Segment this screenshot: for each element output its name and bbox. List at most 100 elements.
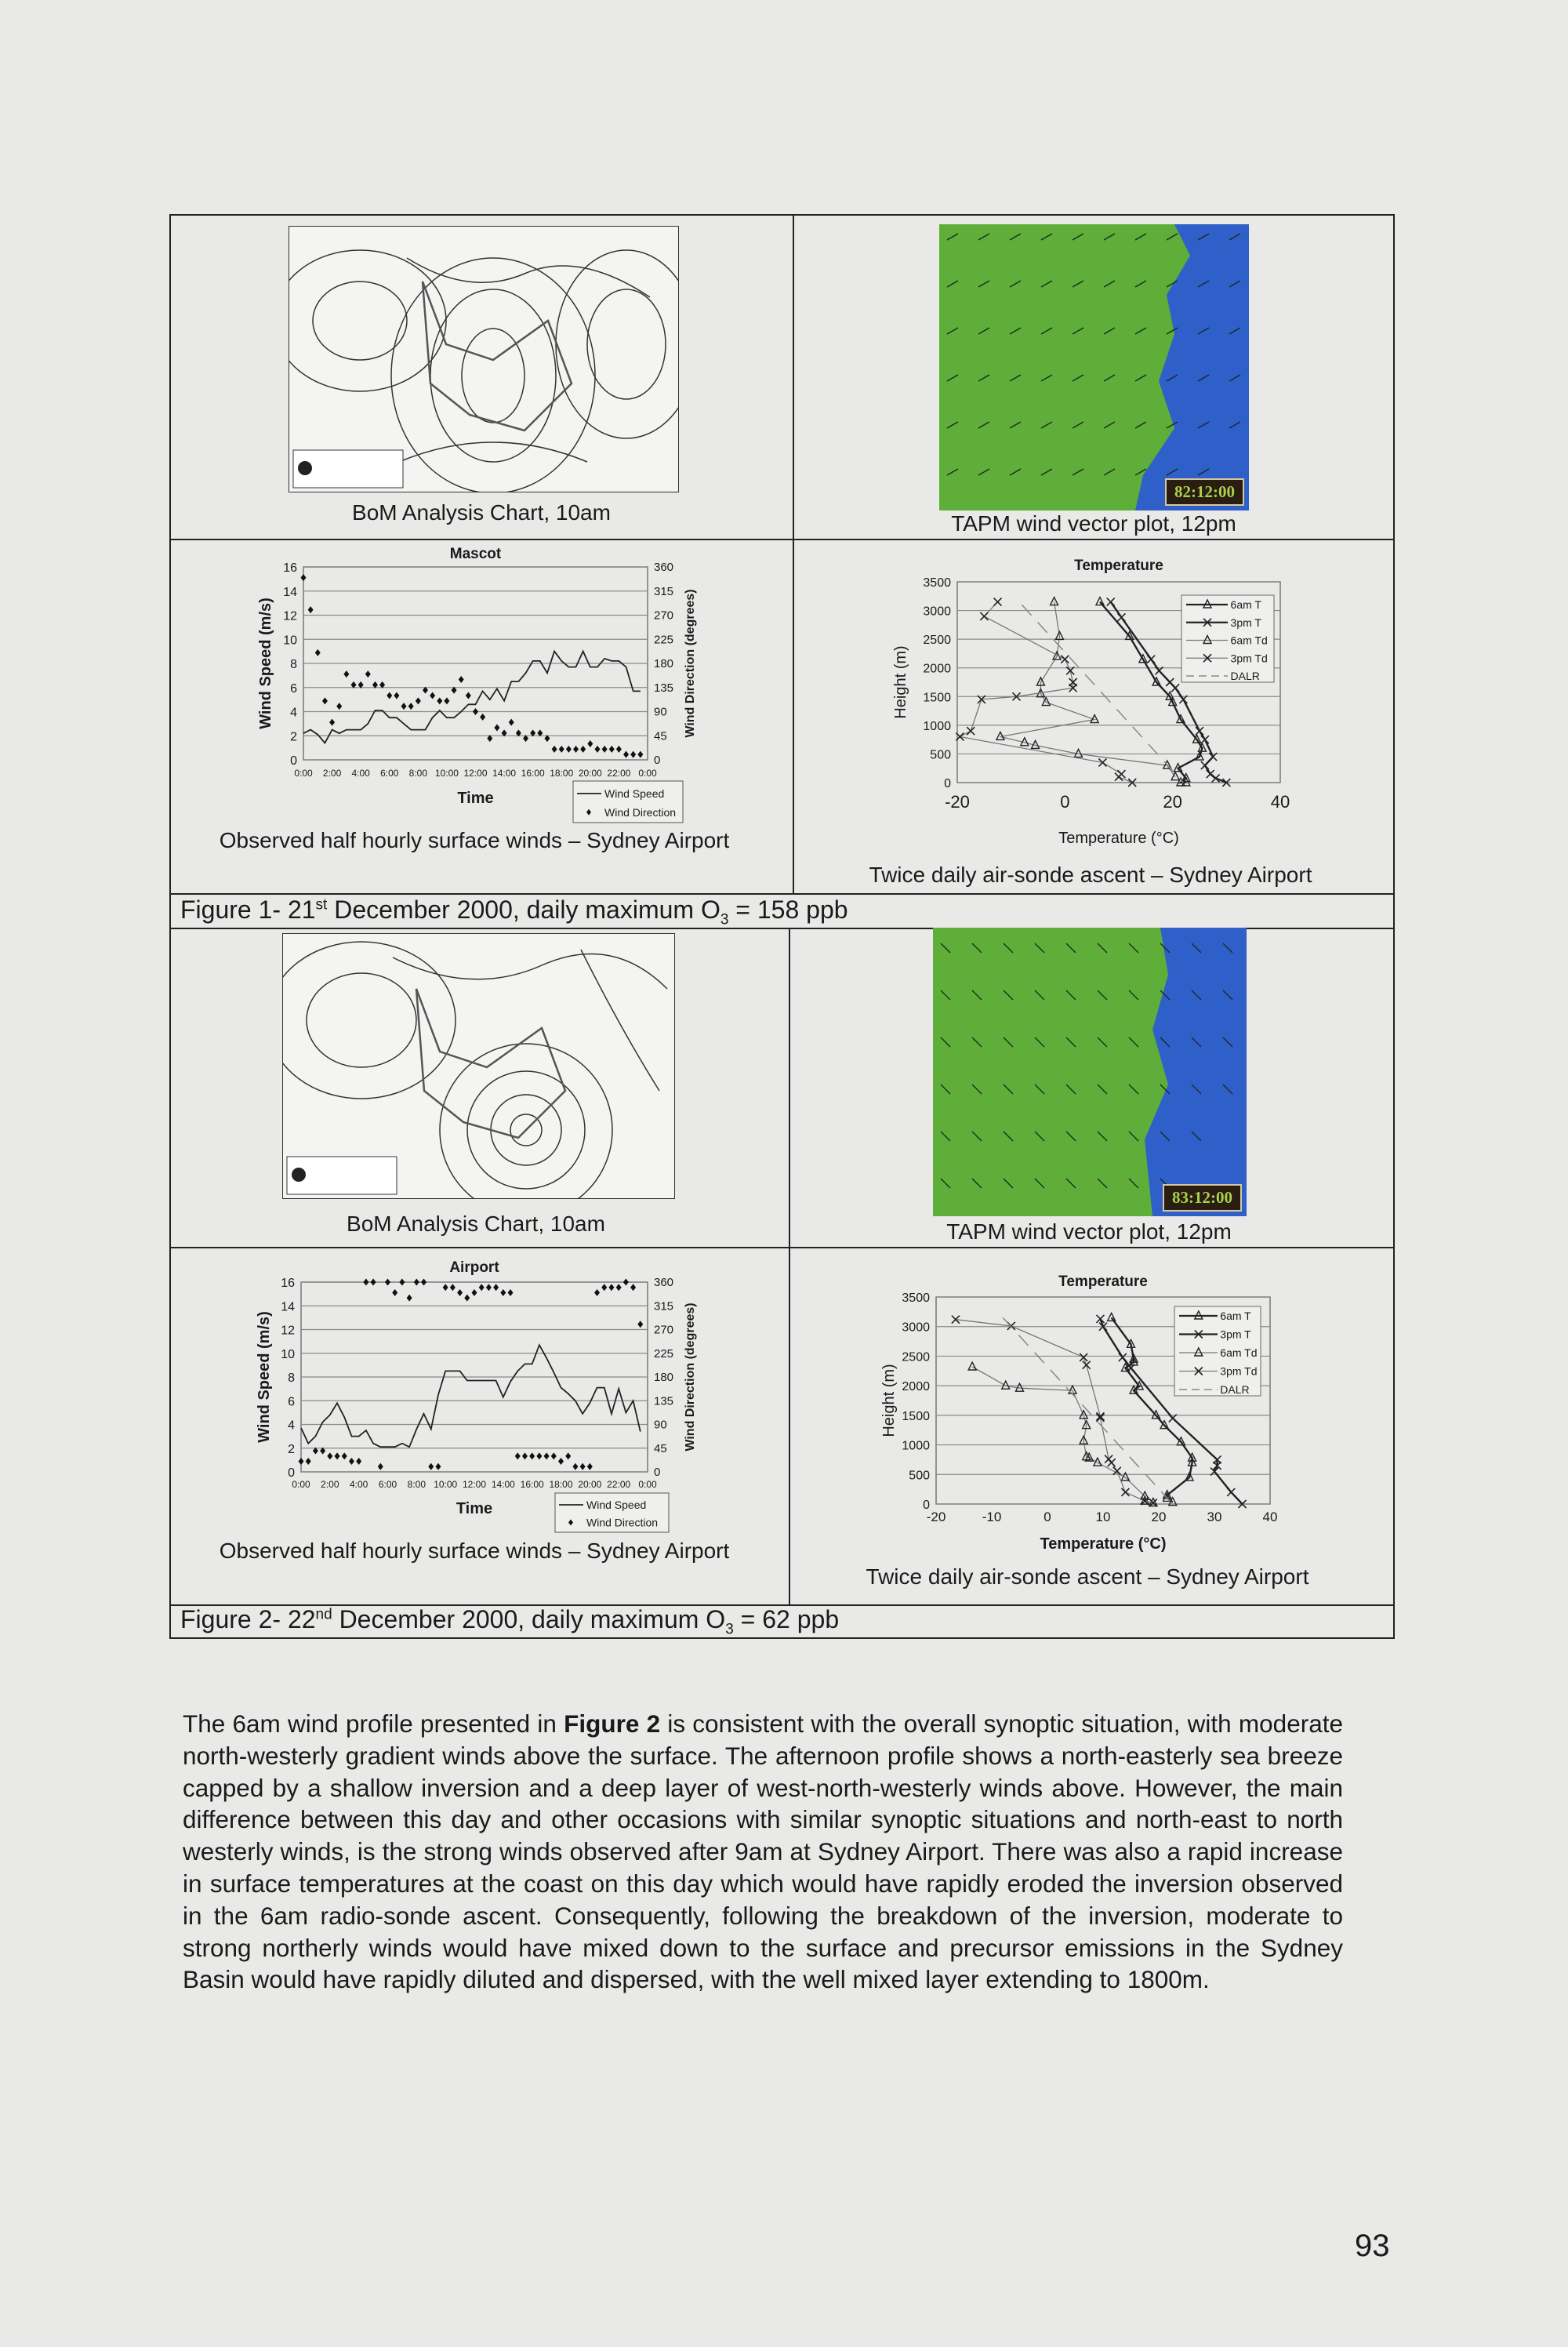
chart-title: Temperature bbox=[1058, 1273, 1148, 1290]
wind-direction-point bbox=[401, 703, 407, 710]
wind-direction-point bbox=[601, 745, 608, 753]
data-point bbox=[966, 726, 975, 736]
data-point bbox=[1208, 752, 1218, 761]
wind-direction-point bbox=[358, 681, 364, 688]
y-tick-label: 14 bbox=[283, 586, 297, 599]
caption-sup: st bbox=[315, 896, 328, 914]
caption-text: Figure 2- 22 bbox=[180, 1605, 316, 1633]
wind-direction-point bbox=[372, 681, 378, 688]
wind-direction-point bbox=[580, 745, 586, 753]
data-point bbox=[1011, 692, 1022, 701]
sonde-caption: Twice daily air-sonde ascent – Sydney Ai… bbox=[866, 1564, 1309, 1589]
x-tick-label: 14:00 bbox=[492, 768, 516, 779]
wind-direction-point bbox=[451, 686, 457, 694]
legend-label: DALR bbox=[1231, 670, 1260, 682]
wind-direction-point bbox=[363, 1278, 369, 1286]
page-number: 93 bbox=[1355, 2229, 1390, 2263]
wind-direction-point bbox=[507, 1288, 514, 1296]
y-axis-title: Wind Speed (m/s) bbox=[257, 598, 274, 729]
x-tick-label: 6:00 bbox=[379, 1479, 397, 1490]
legend-marker bbox=[1193, 1346, 1203, 1357]
y-tick-label: 10 bbox=[281, 1348, 295, 1361]
y2-tick-label: 270 bbox=[654, 609, 673, 623]
data-point bbox=[1200, 735, 1210, 744]
x-tick-label: 30 bbox=[1207, 1510, 1222, 1524]
data-point bbox=[1194, 750, 1205, 761]
y2-tick-label: 180 bbox=[654, 1371, 673, 1384]
y2-tick-label: 315 bbox=[654, 585, 673, 598]
wind-direction-point bbox=[320, 1447, 326, 1455]
wind-direction-point bbox=[465, 692, 471, 699]
data-point bbox=[967, 1361, 978, 1371]
data-point bbox=[1030, 739, 1040, 750]
wind-direction-point bbox=[487, 735, 493, 743]
y-tick-label: 6 bbox=[288, 1395, 295, 1408]
data-point bbox=[1149, 1498, 1158, 1508]
y-tick-label: 2 bbox=[290, 730, 297, 743]
legend-marker bbox=[1194, 1329, 1203, 1339]
data-point bbox=[993, 598, 1003, 607]
data-point bbox=[1095, 1413, 1105, 1422]
data-point bbox=[1124, 630, 1134, 641]
y-tick-label: 1000 bbox=[923, 720, 951, 733]
bom-analysis-chart-image bbox=[282, 933, 675, 1199]
y2-tick-label: 225 bbox=[654, 1347, 673, 1361]
y-tick-label: 1000 bbox=[902, 1440, 930, 1453]
y-tick-label: 2500 bbox=[902, 1350, 930, 1364]
caption-text: = 62 ppb bbox=[733, 1605, 840, 1633]
data-point bbox=[1154, 666, 1164, 675]
series-line-6am-t bbox=[1110, 1317, 1193, 1503]
wind-direction-point bbox=[341, 1452, 347, 1460]
model-timestamp: 83:12:00 bbox=[1163, 1184, 1242, 1212]
legend-label: 6am T bbox=[1231, 598, 1262, 611]
x-tick-label: 8:00 bbox=[408, 1479, 426, 1490]
legend-marker bbox=[1193, 1310, 1203, 1320]
data-point bbox=[1092, 1456, 1103, 1466]
data-point bbox=[1167, 1496, 1178, 1506]
y-axis-title: Wind Speed (m/s) bbox=[256, 1311, 273, 1443]
x-tick-label: 0:00 bbox=[638, 768, 657, 779]
wind-direction-point bbox=[314, 649, 321, 656]
data-point bbox=[1138, 653, 1149, 663]
data-point bbox=[1187, 1451, 1197, 1462]
x-axis-title: Temperature (°C) bbox=[1040, 1535, 1167, 1553]
wind-direction-point bbox=[336, 703, 343, 710]
data-point bbox=[1176, 1436, 1186, 1446]
wind-direction-point bbox=[385, 1278, 390, 1286]
data-point bbox=[1181, 772, 1191, 783]
y-tick-label: 1500 bbox=[923, 691, 951, 704]
data-point bbox=[1226, 1488, 1236, 1497]
x-tick-label: 20 bbox=[1163, 792, 1181, 812]
y-tick-label: 1500 bbox=[902, 1410, 930, 1423]
data-point bbox=[1014, 1382, 1025, 1392]
data-point bbox=[1000, 1379, 1011, 1390]
y2-tick-label: 180 bbox=[654, 657, 673, 670]
wind-direction-point bbox=[449, 1284, 456, 1292]
data-point bbox=[1195, 726, 1204, 736]
wind-direction-point bbox=[377, 1462, 383, 1470]
wind-direction-point bbox=[537, 729, 543, 737]
legend-box bbox=[572, 780, 684, 823]
y2-axis-title: Wind Direction (degrees) bbox=[684, 589, 697, 737]
y2-tick-label: 90 bbox=[654, 1419, 667, 1432]
wind-direction-point bbox=[594, 745, 601, 753]
wind-direction-point bbox=[394, 692, 400, 699]
data-point bbox=[1181, 776, 1191, 787]
y-tick-label: 3500 bbox=[902, 1292, 930, 1305]
data-point bbox=[1019, 736, 1029, 747]
x-tick-label: 18:00 bbox=[549, 1479, 572, 1490]
x-axis-title: Temperature (°C) bbox=[1058, 830, 1179, 847]
wind-caption: Observed half hourly surface winds – Syd… bbox=[219, 1539, 730, 1563]
data-point bbox=[1079, 1353, 1088, 1362]
wind-caption: Observed half hourly surface winds – Syd… bbox=[219, 828, 730, 852]
data-point bbox=[1069, 683, 1078, 692]
x-tick-label: 18:00 bbox=[550, 768, 573, 779]
x-tick-label: 10:00 bbox=[435, 768, 459, 779]
x-tick-label: 20:00 bbox=[579, 768, 602, 779]
y2-tick-label: 360 bbox=[654, 1276, 673, 1289]
wind-direction-point bbox=[300, 574, 307, 582]
data-point bbox=[1140, 1496, 1149, 1506]
x-tick-label: 40 bbox=[1263, 1510, 1278, 1524]
wind-direction-point bbox=[594, 1288, 601, 1296]
